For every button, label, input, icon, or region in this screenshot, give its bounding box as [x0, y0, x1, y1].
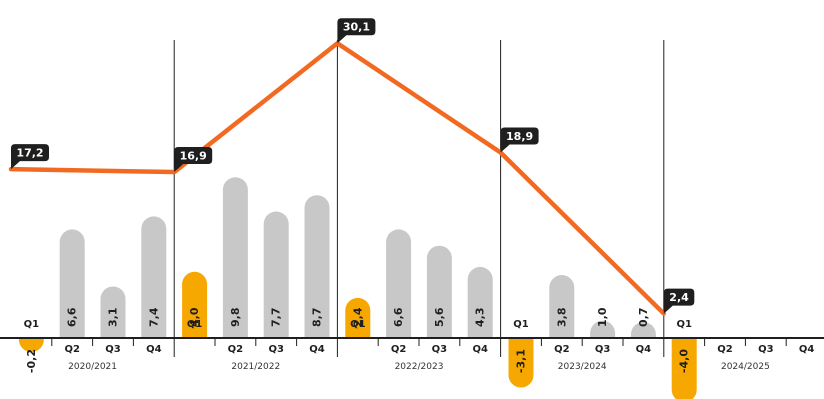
quarter-tick-labels: Q1 Q2 Q3 Q4 Q1 Q2 Q3 Q4 Q1 Q2 Q3 Q4 Q1 Q2 Q3 Q4 Q1 Q2 Q3 Q4 [24, 319, 815, 355]
bar-value-label: 7,4 [147, 307, 160, 327]
bar-value-label: 1,0 [596, 307, 609, 327]
bar-value-label: 6,6 [66, 307, 79, 327]
quarter-tick-label: Q4 [636, 344, 652, 355]
svg-text:17,2: 17,2 [16, 147, 43, 160]
quarter-tick-label: Q3 [432, 344, 448, 355]
quarter-tick-label: Q2 [64, 344, 80, 355]
bar-value-label: 5,6 [433, 307, 446, 327]
year-label: 2023/2024 [558, 362, 607, 372]
bar [590, 320, 616, 337]
quarter-tick-label: Q2 [391, 344, 407, 355]
bar [18, 337, 44, 352]
bar-value-label: 7,7 [270, 308, 283, 328]
line-value-label: 16,9 [174, 147, 213, 173]
bar [141, 216, 167, 337]
quarter-tick-label: Q1 [24, 319, 40, 330]
line-value-label: 18,9 [500, 127, 539, 153]
svg-text:18,9: 18,9 [506, 130, 533, 143]
bar [182, 271, 208, 337]
bar-value-label: 4,0 [188, 307, 201, 327]
bar [508, 337, 534, 388]
bar [304, 195, 330, 337]
quarter-tick-label: Q3 [268, 344, 284, 355]
bar-value-labels: -0,2 6,6 3,1 7,4 4,0 9,8 7,7 8,7 2,4 6,6 5,6 4,3 -3,… [25, 307, 691, 373]
bar [386, 229, 412, 337]
quarter-tick-label: Q3 [758, 344, 774, 355]
bar-value-label: 9,8 [229, 308, 242, 328]
svg-text:2,4: 2,4 [669, 291, 689, 304]
year-labels: 2020/2021 2021/2022 2022/2023 2023/2024 2024… [68, 362, 770, 372]
bar-series [18, 177, 697, 399]
year-label: 2021/2022 [231, 362, 280, 372]
bar [467, 266, 493, 337]
quarter-tick-label: Q1 [513, 319, 529, 330]
quarter-tick-label: Q4 [472, 344, 488, 355]
bar [671, 337, 697, 399]
svg-text:16,9: 16,9 [180, 150, 207, 163]
bar [426, 245, 452, 337]
year-label: 2020/2021 [68, 362, 117, 372]
bar-value-label: 6,6 [392, 307, 405, 327]
line-value-labels: 17,2 16,9 30,1 18,9 2,4 [11, 18, 695, 314]
year-label: 2022/2023 [395, 362, 444, 372]
quarter-tick-label: Q2 [228, 344, 244, 355]
bar-value-label: 4,3 [474, 308, 487, 328]
bar-value-label: -4,0 [678, 349, 691, 373]
line-value-label: 17,2 [11, 144, 49, 170]
bar [59, 229, 85, 337]
bar [345, 297, 371, 337]
bar [263, 211, 289, 337]
quarter-tick-label: Q3 [595, 344, 611, 355]
svg-text:30,1: 30,1 [343, 21, 370, 34]
bar [549, 275, 575, 337]
bar [222, 177, 248, 337]
quarter-tick-label: Q4 [146, 344, 162, 355]
bar-value-label: -0,2 [25, 349, 38, 373]
bar [630, 322, 656, 337]
bar [100, 286, 126, 337]
bar-value-label: 8,7 [311, 308, 324, 328]
line-value-label: 2,4 [663, 288, 695, 314]
quarter-tick-label: Q3 [105, 344, 121, 355]
quarter-tick-label: Q1 [187, 319, 203, 330]
quarter-tick-label: Q4 [309, 344, 325, 355]
bar-value-label: 2,4 [351, 307, 364, 327]
bar-value-label: 3,1 [107, 308, 120, 328]
line-value-label: 30,1 [337, 18, 376, 44]
quarter-tick-label: Q1 [676, 319, 692, 330]
quarter-tick-label: Q2 [554, 344, 570, 355]
quarter-tick-label: Q1 [350, 319, 366, 330]
bar-value-label: -3,1 [515, 349, 528, 373]
bar-value-label: 3,8 [555, 308, 568, 328]
bar-value-label: 0,7 [637, 308, 650, 328]
year-label: 2024/2025 [721, 362, 770, 372]
quarter-tick-label: Q2 [717, 344, 733, 355]
quarter-tick-label: Q4 [799, 344, 815, 355]
